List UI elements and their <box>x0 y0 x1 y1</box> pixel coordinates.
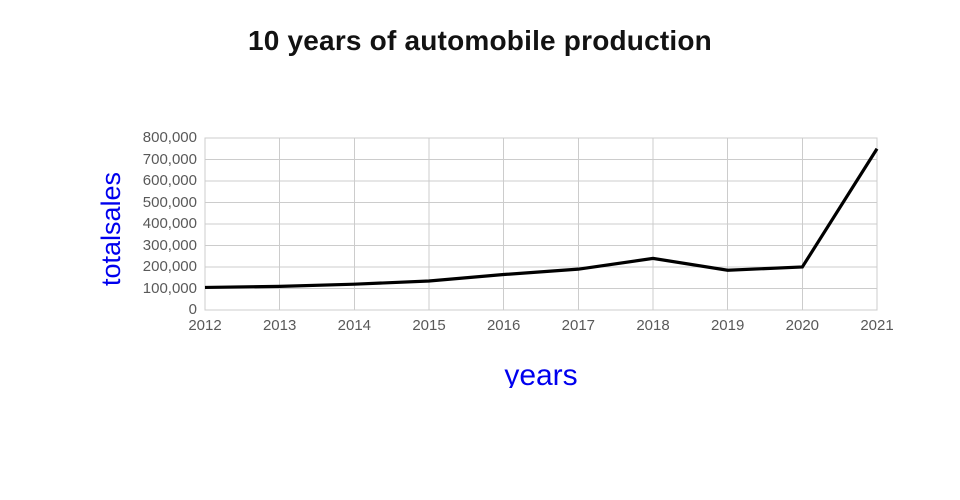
x-tick-label: 2016 <box>486 317 521 334</box>
x-axis-title: years <box>504 362 578 388</box>
y-tick-label: 700,000 <box>142 150 197 168</box>
y-tick-label: 400,000 <box>142 215 197 232</box>
x-tick-label: 2017 <box>561 317 596 334</box>
y-tick-label: 0 <box>188 301 197 318</box>
y-tick-label: 800,000 <box>142 129 197 146</box>
x-axis-title-clip: years <box>205 362 877 388</box>
x-tick-label: 2020 <box>785 317 820 334</box>
line-plot-canvas <box>204 137 879 311</box>
x-tick-label: 2021 <box>860 317 894 334</box>
y-axis-title: totalsales <box>96 171 126 287</box>
y-tick-label: 300,000 <box>142 236 197 254</box>
plot-border <box>204 137 878 311</box>
y-tick-label: 200,000 <box>142 258 197 275</box>
x-tick-label: 2012 <box>188 317 222 334</box>
x-tick-label: 2014 <box>337 317 372 334</box>
y-tick-label: 100,000 <box>142 279 197 297</box>
data-line-totalsales <box>204 147 879 290</box>
y-tick-label: 600,000 <box>142 172 197 189</box>
y-tick-label: 500,000 <box>142 193 197 211</box>
x-tick-label: 2015 <box>412 317 446 334</box>
chart-title: 10 years of automobile production <box>247 25 712 56</box>
x-tick-label: 2019 <box>710 317 745 334</box>
x-tick-label: 2013 <box>262 317 297 334</box>
x-tick-label: 2018 <box>636 317 670 334</box>
